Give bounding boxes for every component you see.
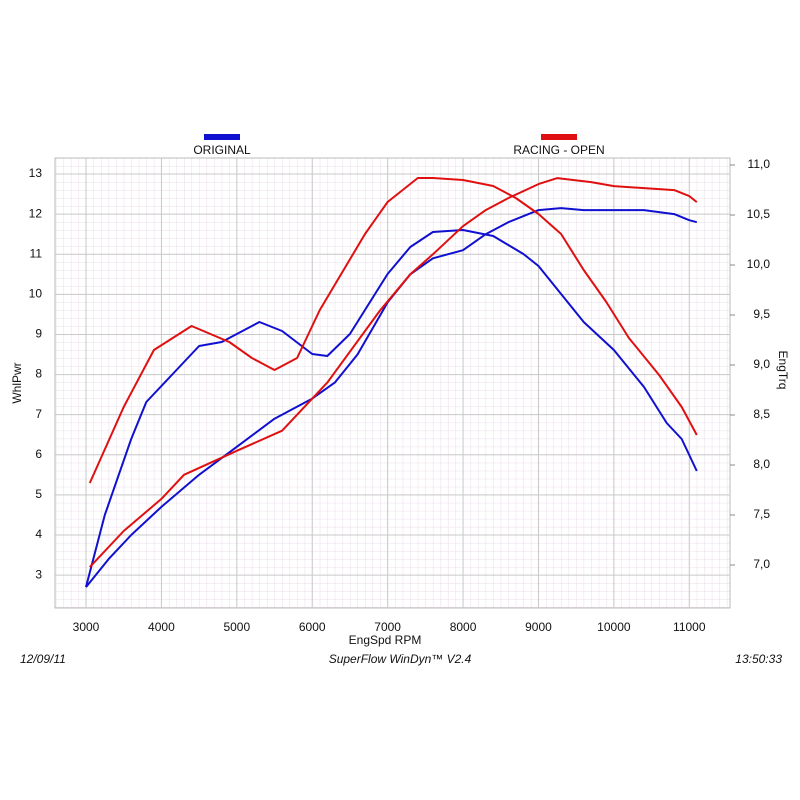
x-tick-label: 10000	[597, 620, 631, 634]
x-tick-label: 4000	[148, 620, 175, 634]
footer-date: 12/09/11	[20, 652, 66, 666]
footer-time: 13:50:33	[735, 652, 782, 666]
y-tick-label: 8	[35, 367, 42, 381]
legend-label: ORIGINAL	[193, 143, 251, 157]
series-line	[85, 229, 698, 588]
y2-tick-label: 7,5	[753, 507, 770, 521]
y-tick-label: 11	[30, 246, 43, 260]
y-tick-label: 13	[29, 166, 43, 180]
y2-tick-label: 9,0	[753, 357, 770, 371]
y-tick-label: 3	[35, 567, 42, 581]
x-tick-label: 6000	[299, 620, 326, 634]
y2-tick-label: 10,0	[747, 257, 771, 271]
y2-tick-label: 8,0	[753, 457, 770, 471]
y2-tick-label: 9,5	[753, 307, 770, 321]
x-axis-label: EngSpd RPM	[349, 633, 422, 647]
plot-area	[54, 157, 731, 609]
y-tick-label: 9	[35, 327, 42, 341]
y-tick-label: 12	[29, 206, 43, 220]
y2-tick-label: 10,5	[747, 207, 771, 221]
legend-swatch	[204, 134, 240, 140]
y-axis-label: WhlPwr	[10, 362, 24, 403]
x-tick-label: 8000	[450, 620, 477, 634]
series-line	[88, 177, 698, 484]
y2-axis-label: EngTrq	[776, 351, 790, 390]
series-line	[85, 207, 698, 588]
x-tick-label: 3000	[73, 620, 100, 634]
y-tick-label: 7	[35, 407, 42, 421]
x-tick-label: 5000	[223, 620, 250, 634]
y-tick-label: 6	[35, 447, 42, 461]
footer-software: SuperFlow WinDyn™ V2.4	[329, 652, 472, 666]
x-tick-label: 7000	[374, 620, 401, 634]
x-tick-label: 11000	[673, 620, 706, 634]
x-tick-label: 9000	[525, 620, 552, 634]
y-tick-label: 4	[35, 527, 42, 541]
series-line	[89, 177, 698, 568]
y-tick-label: 5	[35, 487, 42, 501]
y2-tick-label: 8,5	[753, 407, 770, 421]
legend-swatch	[541, 134, 577, 140]
y2-tick-label: 11,0	[748, 157, 771, 171]
y2-tick-label: 7,0	[753, 557, 770, 571]
y-tick-label: 10	[29, 287, 43, 301]
legend-label: RACING - OPEN	[513, 143, 604, 157]
